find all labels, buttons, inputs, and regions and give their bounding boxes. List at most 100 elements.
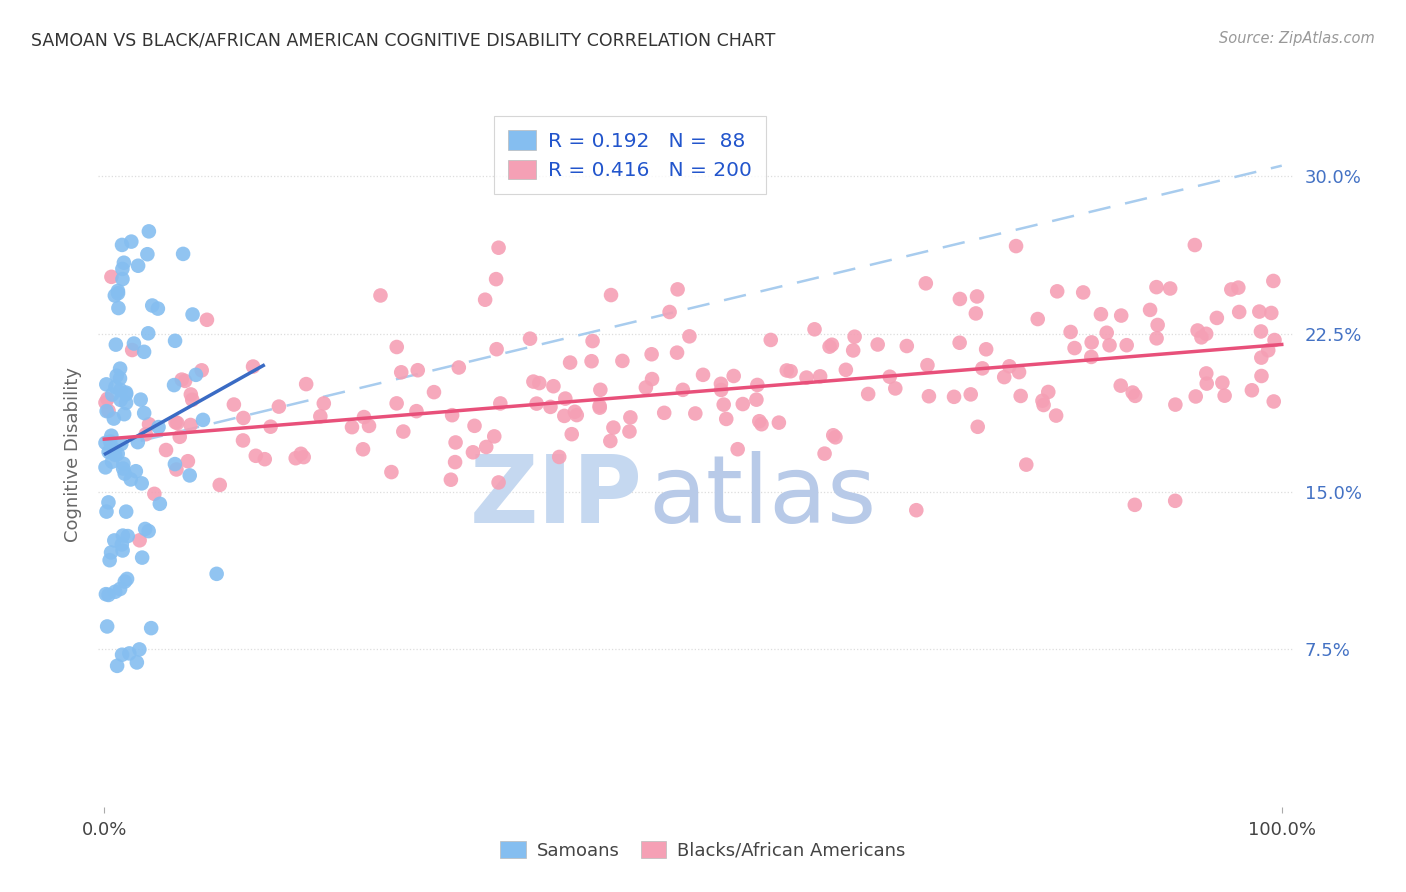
Point: [713, 398, 735, 412]
Point: [1122, 385, 1144, 400]
Point: [105, 658, 128, 673]
Point: [108, 361, 131, 376]
Point: [1080, 350, 1102, 364]
Point: [205, 566, 228, 581]
Point: [112, 407, 135, 421]
Point: [134, 522, 156, 536]
Point: [1250, 325, 1272, 339]
Point: [110, 437, 132, 451]
Point: [640, 347, 662, 361]
Point: [856, 387, 879, 401]
Point: [461, 445, 484, 459]
Text: SAMOAN VS BLACK/AFRICAN AMERICAN COGNITIVE DISABILITY CORRELATION CHART: SAMOAN VS BLACK/AFRICAN AMERICAN COGNITI…: [31, 31, 775, 49]
Point: [143, 487, 166, 501]
Point: [1123, 389, 1146, 403]
Point: [120, 235, 142, 249]
Point: [120, 473, 142, 487]
Point: [1071, 285, 1094, 300]
Point: [135, 427, 157, 442]
Point: [776, 363, 799, 377]
Point: [914, 277, 936, 291]
Point: [96, 404, 118, 418]
Point: [181, 392, 204, 407]
Point: [1227, 305, 1250, 319]
Point: [222, 398, 245, 412]
Point: [949, 292, 972, 306]
Point: [118, 647, 141, 661]
Point: [918, 389, 941, 403]
Point: [148, 420, 170, 434]
Point: [127, 259, 149, 273]
Point: [94, 460, 117, 475]
Point: [103, 411, 125, 425]
Point: [179, 468, 201, 483]
Point: [1189, 330, 1212, 344]
Point: [554, 392, 576, 406]
Point: [1123, 498, 1146, 512]
Point: [581, 354, 603, 368]
Point: [405, 404, 427, 418]
Point: [522, 375, 544, 389]
Point: [100, 269, 122, 284]
Point: [96, 505, 118, 519]
Point: [835, 363, 858, 377]
Point: [589, 383, 612, 397]
Point: [1250, 351, 1272, 365]
Point: [101, 387, 124, 401]
Point: [1038, 384, 1060, 399]
Point: [485, 272, 508, 286]
Point: [111, 261, 134, 276]
Point: [1187, 323, 1209, 337]
Point: [1139, 302, 1161, 317]
Point: [103, 442, 125, 456]
Point: [727, 442, 749, 457]
Point: [821, 337, 844, 351]
Point: [131, 550, 153, 565]
Point: [136, 326, 159, 341]
Point: [529, 376, 551, 390]
Point: [747, 378, 769, 392]
Point: [474, 293, 496, 307]
Point: [195, 313, 218, 327]
Point: [115, 387, 138, 401]
Point: [107, 301, 129, 315]
Point: [641, 372, 664, 386]
Point: [312, 396, 335, 410]
Point: [267, 400, 290, 414]
Point: [751, 417, 773, 432]
Point: [104, 288, 127, 302]
Point: [634, 380, 657, 394]
Point: [444, 455, 467, 469]
Point: [685, 407, 707, 421]
Point: [813, 447, 835, 461]
Point: [115, 572, 138, 586]
Point: [166, 416, 188, 430]
Point: [132, 344, 155, 359]
Point: [114, 467, 136, 481]
Point: [1263, 333, 1285, 347]
Point: [352, 442, 374, 457]
Point: [1059, 325, 1081, 339]
Point: [127, 435, 149, 450]
Point: [917, 358, 939, 372]
Point: [97, 404, 120, 418]
Point: [100, 428, 122, 442]
Point: [488, 241, 510, 255]
Point: [896, 339, 918, 353]
Point: [959, 387, 981, 401]
Point: [292, 450, 315, 464]
Point: [540, 400, 562, 414]
Point: [165, 415, 187, 429]
Point: [561, 427, 583, 442]
Point: [165, 334, 187, 348]
Point: [1063, 341, 1085, 355]
Point: [966, 289, 988, 303]
Point: [588, 399, 610, 413]
Point: [710, 376, 733, 391]
Point: [1195, 367, 1218, 381]
Point: [97, 495, 120, 509]
Point: [111, 238, 134, 252]
Text: atlas: atlas: [648, 451, 876, 543]
Point: [543, 379, 565, 393]
Point: [111, 272, 134, 286]
